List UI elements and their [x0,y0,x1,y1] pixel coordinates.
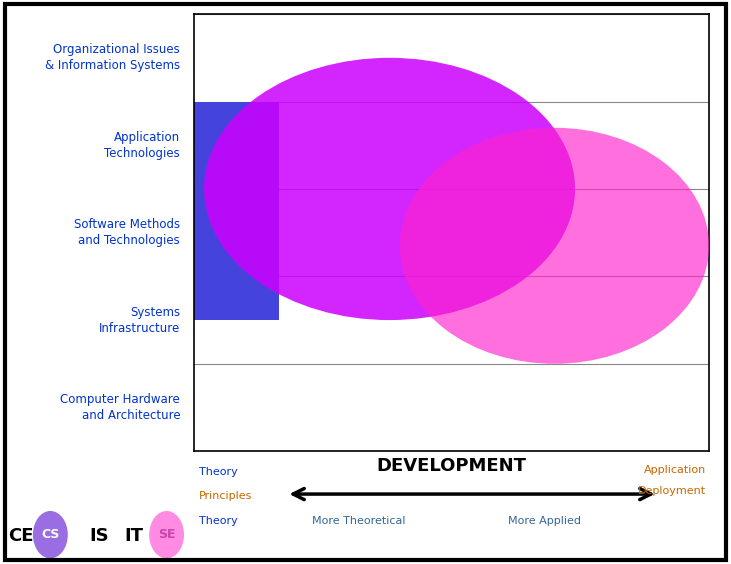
Text: Theory: Theory [199,466,238,477]
Text: More Applied: More Applied [507,516,580,526]
Text: Software Methods
and Technologies: Software Methods and Technologies [74,218,180,247]
Text: Principles: Principles [199,491,252,501]
Text: CS: CS [41,528,59,541]
Text: Theory: Theory [199,516,238,526]
Bar [194,102,279,320]
Text: IT: IT [124,527,143,545]
Ellipse shape [400,127,709,364]
Text: Application: Application [644,465,706,475]
Text: DEVELOPMENT: DEVELOPMENT [376,457,526,475]
Text: More Theoretical: More Theoretical [312,516,406,526]
Text: Application
Technologies: Application Technologies [105,131,180,160]
Text: IS: IS [89,527,109,545]
Ellipse shape [33,511,68,558]
Ellipse shape [204,58,575,320]
Ellipse shape [149,511,184,558]
Text: Systems
Infrastructure: Systems Infrastructure [99,306,180,334]
Text: Computer Hardware
and Architecture: Computer Hardware and Architecture [61,393,180,422]
Text: SE: SE [158,528,175,541]
Text: Deployment: Deployment [638,486,706,496]
Text: CE: CE [8,527,33,545]
Text: Organizational Issues
& Information Systems: Organizational Issues & Information Syst… [45,43,180,72]
